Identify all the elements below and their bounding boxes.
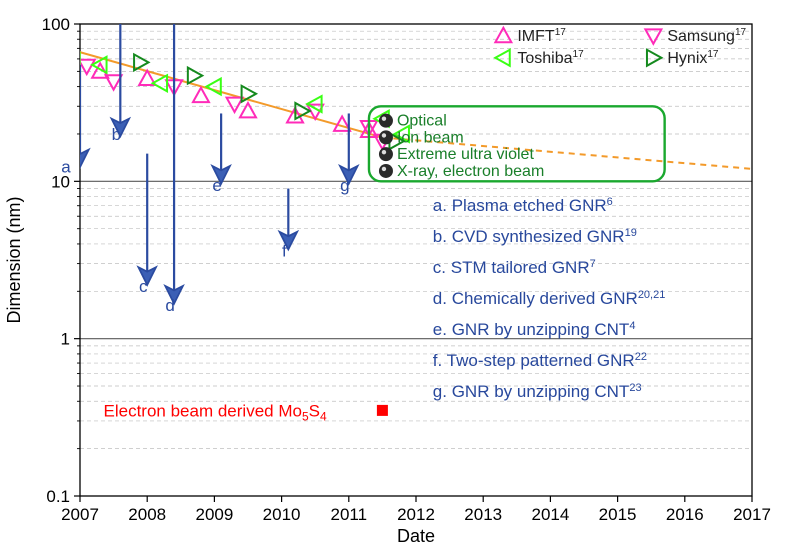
x-tick-label: 2012 <box>397 505 435 524</box>
legend-marker <box>645 29 661 43</box>
legend-list-item: f. Two-step patterned GNR22 <box>433 351 647 370</box>
arrow-label: d <box>165 296 174 315</box>
legend-list-item: e. GNR by unzipping CNT4 <box>433 320 636 339</box>
marker-imft <box>240 103 256 117</box>
bullet-icon <box>379 114 393 128</box>
arrow-label: b <box>112 125 121 144</box>
marker-imft <box>193 88 209 102</box>
x-tick-label: 2008 <box>128 505 166 524</box>
legend-list-item: d. Chemically derived GNR20,21 <box>433 289 666 308</box>
chart-svg: 0.1110100Dimension (nm)20072008200920102… <box>0 0 788 546</box>
lithography-item: Ion beam <box>397 129 464 146</box>
marker-toshiba <box>65 53 79 69</box>
x-tick-label: 2014 <box>531 505 569 524</box>
bullet-icon <box>379 164 393 178</box>
x-tick-label: 2016 <box>666 505 704 524</box>
arrow-label: g <box>340 176 349 195</box>
red-point-label: Electron beam derived Mo5S4 <box>104 401 327 423</box>
marker-hynix <box>188 68 202 84</box>
legend-entry: IMFT17 <box>517 27 566 45</box>
legend-entry: Hynix17 <box>667 49 719 67</box>
arrow-label: a <box>61 157 71 176</box>
x-axis-label: Date <box>397 526 435 546</box>
lithography-item: X-ray, electron beam <box>397 163 544 180</box>
legend-list-item: b. CVD synthesized GNR19 <box>433 227 637 246</box>
x-tick-label: 2017 <box>733 505 771 524</box>
legend-entry: Toshiba17 <box>517 49 584 67</box>
x-tick-label: 2013 <box>464 505 502 524</box>
y-axis-label: Dimension (nm) <box>4 196 24 323</box>
legend-list-item: a. Plasma etched GNR6 <box>433 196 613 215</box>
x-tick-label: 2010 <box>263 505 301 524</box>
chart-container: 0.1110100Dimension (nm)20072008200920102… <box>0 0 788 546</box>
x-tick-label: 2011 <box>331 505 368 524</box>
legend-list-item: c. STM tailored GNR7 <box>433 258 596 277</box>
red-point-marker <box>377 405 388 416</box>
y-tick-label: 100 <box>42 15 70 34</box>
marker-samsung <box>79 60 95 74</box>
y-tick-label: 0.1 <box>46 487 70 506</box>
marker-samsung <box>227 98 243 112</box>
lithography-item: Optical <box>397 113 447 130</box>
legend-marker <box>647 50 661 66</box>
lithography-item: Extreme ultra violet <box>397 146 534 163</box>
legend-list-item: g. GNR by unzipping CNT23 <box>433 382 642 401</box>
x-tick-label: 2009 <box>195 505 233 524</box>
legend-marker <box>495 28 511 42</box>
bullet-icon <box>379 147 393 161</box>
arrow-label: f <box>282 242 287 261</box>
legend-marker <box>495 50 509 66</box>
plot-border <box>80 24 752 496</box>
bullet-icon <box>379 130 393 144</box>
arrow-label: e <box>212 176 221 195</box>
x-tick-label: 2007 <box>61 505 99 524</box>
arrow-label: c <box>139 277 148 296</box>
y-tick-label: 1 <box>61 330 70 349</box>
legend-entry: Samsung17 <box>667 27 746 45</box>
x-tick-label: 2015 <box>599 505 637 524</box>
